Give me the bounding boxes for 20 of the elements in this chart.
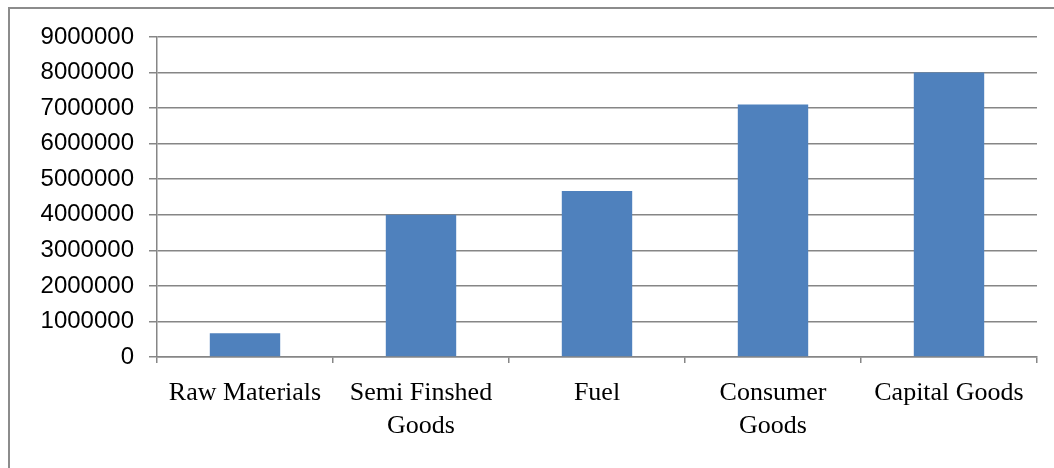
x-tick-label: Semi Finshed Goods — [349, 377, 493, 439]
y-tick-label: 2000000 — [40, 270, 134, 298]
y-tick-label: 6000000 — [40, 128, 134, 156]
bar — [561, 190, 633, 357]
y-tick-label: 7000000 — [40, 92, 134, 120]
x-tick-label: Capital Goods — [874, 377, 1024, 407]
bar — [913, 72, 985, 357]
x-tick-label: Raw Materials — [168, 377, 322, 407]
bar — [209, 333, 281, 357]
y-tick-label: 9000000 — [40, 21, 134, 49]
y-tick-label: 8000000 — [40, 57, 134, 85]
y-tick-label: 3000000 — [40, 234, 134, 262]
bar — [737, 104, 809, 357]
y-tick-label: 1000000 — [40, 306, 134, 334]
x-tick-label: Consumer Goods — [719, 377, 827, 439]
y-tick-label: 4000000 — [40, 199, 134, 227]
x-tick-label: Fuel — [573, 377, 621, 407]
bar — [385, 214, 457, 357]
y-tick-label: 5000000 — [40, 163, 134, 191]
y-tick-label: 0 — [120, 341, 134, 369]
